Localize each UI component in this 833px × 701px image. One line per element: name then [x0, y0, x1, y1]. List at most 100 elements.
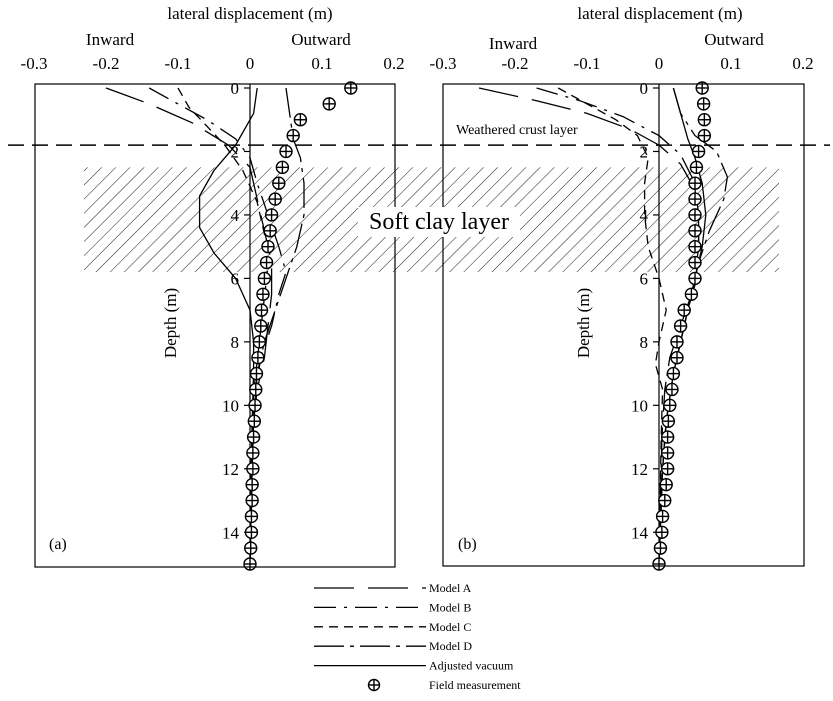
band-label: Soft clay layer	[369, 209, 509, 235]
panel-a-outward-label: Outward	[291, 30, 351, 49]
field-measurement-point	[670, 351, 684, 365]
series-adjusted-vacuum	[198, 87, 258, 565]
field-measurement-point	[661, 414, 676, 428]
y-tick-label: 12	[222, 460, 239, 479]
y-tick-label: 6	[231, 269, 240, 288]
field-measurement-point	[653, 541, 668, 555]
y-tick-label: 10	[222, 396, 239, 415]
y-tick-label: 14	[631, 523, 649, 542]
field-measurement-point	[695, 81, 709, 95]
y-tick-label: 10	[631, 396, 648, 415]
x-tick-label: 0.2	[383, 54, 404, 73]
field-measurement-point	[697, 113, 712, 127]
panel-a-series	[105, 87, 305, 565]
panel-b-series	[478, 87, 729, 565]
field-measurement-point	[245, 477, 259, 492]
field-measurement-point	[688, 192, 702, 206]
field-measurement-point	[660, 462, 675, 476]
field-measurement-point	[249, 366, 264, 381]
y-tick-label: 2	[640, 142, 649, 161]
field-measurement-point	[688, 176, 702, 190]
field-measurement-point	[663, 398, 677, 413]
x-tick-label: 0	[655, 54, 664, 73]
panel-b-ticks: -0.3 -0.2 -0.1 0 0.1 0.2 0 2 4 6 8 10 12 14	[430, 54, 814, 566]
x-tick-label: 0.1	[720, 54, 741, 73]
legend-label: Adjusted vacuum	[429, 659, 514, 673]
field-measurement-point	[677, 303, 691, 317]
field-measurement-point	[245, 493, 259, 508]
field-measurement-point	[684, 287, 699, 301]
y-tick-label: 12	[631, 460, 648, 479]
field-measurement-point	[658, 493, 672, 508]
field-measurement-point	[247, 414, 262, 428]
field-measurement-point	[659, 477, 673, 492]
y-tick-label: 8	[640, 333, 649, 352]
y-tick-label: 8	[231, 333, 240, 352]
field-measurement-point	[263, 224, 277, 238]
field-measurement-point	[293, 113, 308, 127]
legend-label: Model C	[429, 620, 471, 634]
band-label-backdrop	[358, 207, 520, 237]
field-measurement-point	[697, 128, 712, 143]
field-measurement-point	[264, 208, 279, 222]
panel-a-inward-label: Inward	[86, 30, 135, 49]
field-measurement-point	[655, 525, 669, 539]
field-measurement-point	[246, 462, 260, 476]
field-measurement-point	[689, 160, 704, 175]
panel-a: lateral displacement (m) Inward Outward …	[21, 4, 405, 571]
field-measurement-point	[248, 398, 262, 413]
panel-b-y-axis-label: Depth (m)	[574, 288, 593, 358]
panel-b-field-measurements	[652, 81, 712, 571]
field-measurement-point	[244, 509, 259, 524]
y-tick-label: 4	[640, 206, 649, 225]
field-measurement-point	[254, 303, 269, 317]
y-tick-label: 6	[640, 269, 649, 288]
y-tick-label: 0	[640, 79, 649, 98]
field-measurement-point	[279, 144, 293, 159]
field-measurement-point	[246, 446, 260, 460]
field-measurement-point	[670, 335, 684, 349]
field-measurement-point	[666, 366, 681, 381]
field-measurement-point	[660, 430, 675, 444]
field-measurement-point	[243, 557, 257, 571]
field-measurement-point	[261, 239, 275, 254]
field-measurement-point	[688, 239, 702, 254]
field-measurement-point	[688, 255, 702, 270]
field-measurement-point	[246, 430, 261, 444]
field-measurement-point	[655, 509, 670, 524]
panel-a-frame	[34, 83, 396, 568]
legend: Model A Model B Model C Model D Adjusted vac…	[314, 581, 521, 692]
legend-label: Field measurement	[429, 678, 521, 692]
legend-label: Model D	[429, 639, 472, 653]
field-measurement-point	[688, 271, 702, 286]
field-measurement-point	[275, 160, 290, 175]
field-measurement-point	[344, 81, 358, 95]
field-measurement-point	[652, 557, 666, 571]
field-measurement-point	[688, 224, 702, 238]
field-measurement-point	[322, 97, 336, 111]
series-model-d	[658, 87, 729, 565]
field-measurement-point	[673, 319, 688, 333]
field-measurement-point	[660, 446, 675, 460]
x-tick-label: -0.1	[574, 54, 601, 73]
panel-b-label: (b)	[458, 536, 477, 553]
field-measurement-point	[696, 97, 711, 111]
panel-b-inward-label: Inward	[489, 34, 538, 53]
field-measurement-point	[244, 541, 258, 555]
legend-field-measurement-icon	[367, 678, 381, 692]
field-measurement-point	[272, 176, 286, 190]
field-measurement-point	[688, 208, 702, 222]
panel-b-axis-title: lateral displacement (m)	[577, 4, 742, 23]
field-measurement-point	[268, 192, 282, 206]
y-tick-label: 14	[222, 523, 240, 542]
x-tick-label: 0.1	[311, 54, 332, 73]
field-measurement-point	[251, 351, 265, 365]
x-tick-label: -0.1	[165, 54, 192, 73]
panel-a-field-measurements	[243, 81, 358, 571]
field-measurement-point	[257, 271, 272, 286]
panel-b-frame	[442, 83, 805, 567]
x-tick-label: -0.3	[21, 54, 48, 73]
y-tick-label: 4	[231, 206, 240, 225]
field-measurement-point	[252, 335, 267, 349]
